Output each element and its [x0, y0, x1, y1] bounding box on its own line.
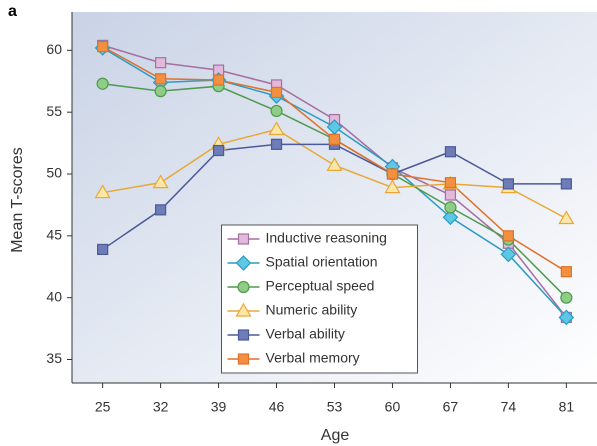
- y-tick-label: 35: [46, 350, 62, 366]
- x-tick-label: 74: [501, 399, 517, 415]
- marker: [558, 309, 575, 326]
- legend-label: Perceptual speed: [266, 278, 375, 294]
- marker: [328, 133, 341, 145]
- marker: [444, 201, 457, 214]
- marker: [212, 74, 225, 86]
- legend-marker: [237, 353, 250, 365]
- legend-label: Verbal memory: [266, 350, 360, 366]
- x-tick-label: 60: [385, 399, 401, 415]
- x-tick-label: 32: [153, 399, 169, 415]
- marker: [268, 121, 285, 136]
- marker: [560, 266, 572, 278]
- y-tick-label: 50: [46, 165, 62, 181]
- legend-label: Numeric ability: [266, 302, 358, 318]
- y-tick-label: 60: [46, 41, 62, 57]
- legend-marker: [237, 280, 250, 294]
- marker: [560, 178, 572, 190]
- x-tick-label: 53: [327, 399, 343, 415]
- marker: [560, 291, 573, 304]
- marker: [502, 230, 514, 242]
- legend-label: Inductive reasoning: [266, 230, 387, 246]
- y-tick-label: 40: [46, 288, 62, 304]
- marker: [212, 144, 225, 157]
- marker: [155, 73, 167, 85]
- marker: [96, 77, 109, 90]
- marker: [326, 157, 343, 171]
- panel-label: a: [8, 3, 17, 20]
- marker: [155, 204, 167, 216]
- marker: [270, 86, 283, 98]
- legend-marker: [237, 233, 250, 245]
- marker: [270, 104, 283, 118]
- x-axis-label: Age: [321, 427, 350, 444]
- marker: [444, 189, 457, 201]
- marker: [558, 210, 575, 225]
- marker: [155, 57, 167, 69]
- legend-box: [221, 224, 418, 374]
- marker: [502, 178, 514, 190]
- y-axis-label: Mean T-scores: [9, 147, 26, 253]
- marker: [442, 209, 459, 226]
- legend-marker: [235, 302, 252, 317]
- x-tick-label: 67: [443, 399, 459, 415]
- marker: [386, 168, 399, 180]
- y-tick-label: 45: [46, 227, 62, 243]
- marker: [97, 243, 109, 256]
- marker: [97, 41, 109, 53]
- legend-label: Verbal ability: [266, 326, 345, 342]
- marker: [384, 179, 401, 194]
- marker: [444, 146, 457, 158]
- marker: [500, 246, 517, 263]
- x-tick-label: 39: [211, 399, 227, 415]
- x-tick-label: 81: [559, 399, 575, 415]
- marker: [154, 85, 167, 98]
- x-tick-label: 25: [95, 399, 111, 415]
- marker: [152, 174, 169, 189]
- legend: Inductive reasoning Spatial orientation Pe…: [221, 224, 418, 374]
- legend-label: Spatial orientation: [266, 254, 378, 270]
- marker: [270, 138, 283, 150]
- marker: [444, 177, 457, 189]
- marker: [94, 184, 111, 199]
- legend-marker: [235, 255, 252, 271]
- legend-marker: [237, 329, 250, 341]
- x-tick-label: 46: [269, 399, 285, 415]
- y-tick-label: 55: [46, 103, 62, 119]
